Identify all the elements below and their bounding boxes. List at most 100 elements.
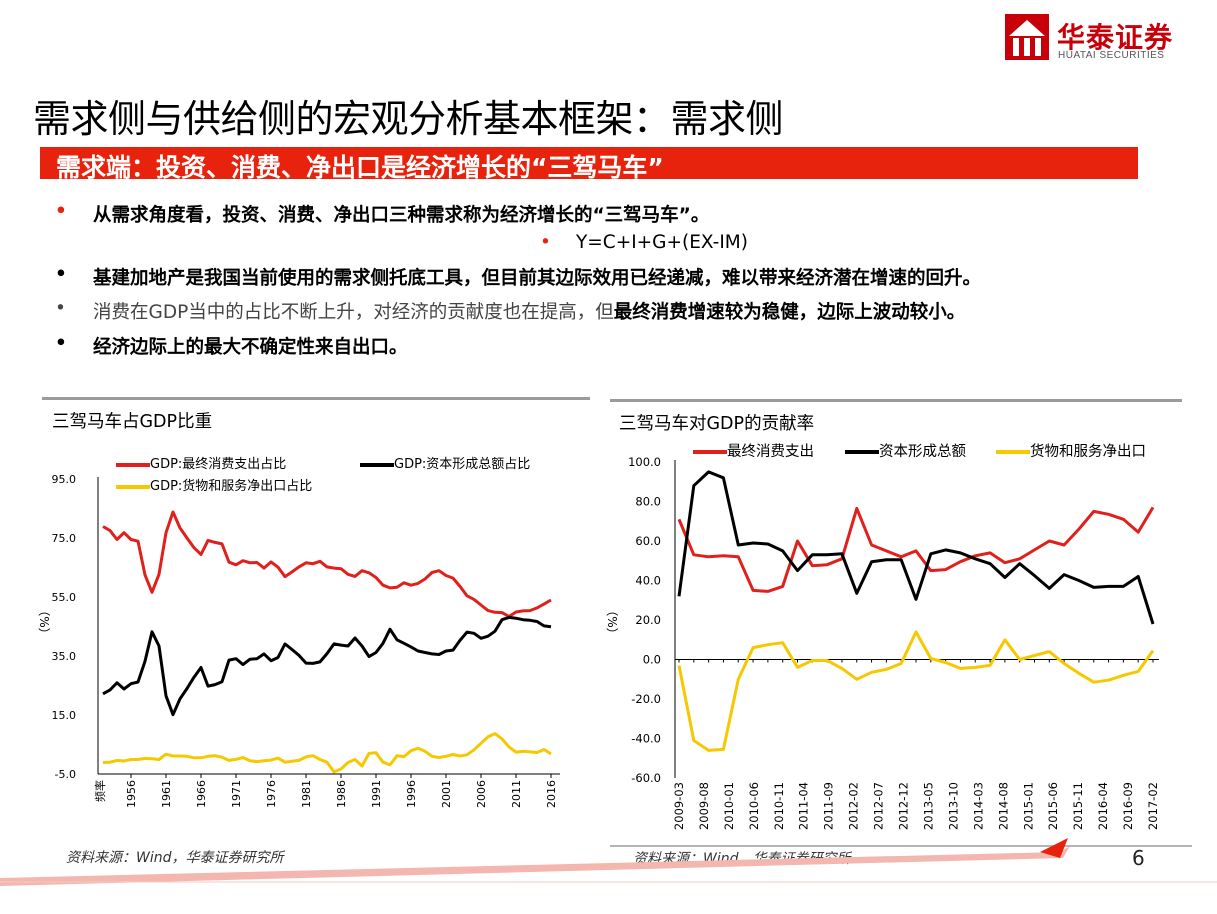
bullet-formula: • Y=C+I+G+(EX-IM) <box>540 232 748 253</box>
right-y-tick-label: 60.0 <box>635 534 661 548</box>
left-x-tick-label: 1966 <box>195 780 208 808</box>
right-x-tick-label: 2012-12 <box>897 782 911 830</box>
bullet-text-bold: 最终消费增速较为稳健，边际上波动较小。 <box>613 302 966 323</box>
left-legend-netexport: GDP:货物和服务净出口占比 <box>116 475 312 494</box>
right-series-line-1 <box>677 470 1155 625</box>
page-title: 需求侧与供给侧的宏观分析基本框架：需求侧 <box>33 97 784 141</box>
right-legend-capital: 资本形成总额 <box>845 440 966 461</box>
left-y-tick-label: 15.0 <box>52 709 77 722</box>
bullet-dot-icon: • <box>55 201 67 222</box>
bullet-export: • 经济边际上的最大不确定性来自出口。 <box>55 333 408 359</box>
section-banner-text: 需求端：投资、消费、净出口是经济增长的“三驾马车” <box>56 153 664 182</box>
left-y-axis-label: （%） <box>37 604 51 639</box>
left-x-tick-label: 1996 <box>405 780 418 808</box>
page-number: 6 <box>1132 846 1145 870</box>
left-chart-title: 三驾马车占GDP比重 <box>52 412 213 432</box>
left-x-tick-label: 2001 <box>440 780 453 808</box>
left-legend-capital: GDP:资本形成总额占比 <box>360 453 530 472</box>
logo-english-name: HUATAI SECURITIES <box>1058 50 1165 61</box>
right-legend-consumption: 最终消费支出 <box>693 440 814 461</box>
left-series-line-0 <box>102 510 552 618</box>
legend-red-line-icon <box>693 450 727 454</box>
bullet-text: 基建加地产是我国当前使用的需求侧托底工具，但目前其边际效用已经递减，难以带来经济… <box>93 268 982 289</box>
bullet-dot-icon: • <box>540 232 551 253</box>
legend-label: 货物和服务净出口 <box>1030 444 1146 460</box>
left-y-tick-label: -5.0 <box>55 768 76 781</box>
right-x-tick-label: 2013-05 <box>921 782 935 830</box>
footer-arrow-icon <box>1040 838 1068 858</box>
right-x-tick-label: 2010-01 <box>722 782 736 830</box>
huatai-logo: 华泰证券 HUATAI SECURITIES <box>1005 14 1195 64</box>
right-x-tick-label: 2014-03 <box>971 782 985 830</box>
right-series-line-0 <box>677 506 1155 593</box>
right-y-tick-label: 100.0 <box>628 455 661 469</box>
left-y-tick-label: 75.0 <box>52 532 77 545</box>
logo-chinese-name: 华泰证券 <box>1057 21 1174 54</box>
left-x-tick-label: 1986 <box>335 780 348 808</box>
left-series-line-2 <box>102 732 552 774</box>
footer-swoosh <box>0 846 1070 886</box>
bullet-dot-icon: • <box>55 264 67 285</box>
bullet-text: 经济边际上的最大不确定性来自出口。 <box>93 337 408 358</box>
right-y-tick-label: -20.0 <box>631 692 661 706</box>
legend-black-line-icon <box>360 462 394 467</box>
bullet-dot-icon: • <box>55 333 67 354</box>
left-y-tick-label: 35.0 <box>52 650 77 663</box>
left-x-tick-label: 1976 <box>265 780 278 808</box>
bullet-infrastructure: • 基建加地产是我国当前使用的需求侧托底工具，但目前其边际效用已经递减，难以带来… <box>55 264 982 290</box>
huatai-logo-icon <box>1005 14 1049 60</box>
right-x-tick-label: 2017-02 <box>1146 782 1160 830</box>
left-source: 资料来源：Wind，华泰证券研究所 <box>66 850 284 866</box>
bullet-consumption: • 消费在GDP当中的占比不断上升，对经济的贡献度也在提高，但最终消费增速较为稳… <box>55 298 966 324</box>
left-chart-top-border <box>42 397 590 400</box>
left-x-tick-label: 2011 <box>510 780 523 808</box>
right-x-tick-label: 2012-07 <box>872 782 886 830</box>
right-x-tick-label: 2015-01 <box>1021 782 1035 830</box>
right-y-tick-label: 80.0 <box>635 495 661 509</box>
left-x-first-label: 频率 <box>93 780 107 802</box>
bullet-dot-icon: • <box>55 298 66 319</box>
right-y-tick-label: 20.0 <box>635 613 661 627</box>
right-y-tick-label: 40.0 <box>635 574 661 588</box>
legend-black-line-icon <box>845 450 879 454</box>
right-y-tick-label: -40.0 <box>631 732 661 746</box>
right-x-tick-label: 2011-09 <box>822 782 836 830</box>
right-x-tick-label: 2011-04 <box>797 782 811 830</box>
right-legend-netexport: 货物和服务净出口 <box>996 440 1146 461</box>
legend-label: GDP:最终消费支出占比 <box>150 457 287 472</box>
left-y-tick-label: 55.0 <box>52 591 77 604</box>
right-y-tick-label: 0.0 <box>643 653 661 667</box>
right-x-tick-label: 2016-04 <box>1096 782 1110 830</box>
legend-label: 资本形成总额 <box>879 444 966 460</box>
left-x-tick-label: 1991 <box>370 780 383 808</box>
legend-label: 最终消费支出 <box>727 444 814 460</box>
bullet-text-plain: 消费在GDP当中的占比不断上升，对经济的贡献度也在提高，但 <box>93 302 614 323</box>
right-chart-top-border <box>610 399 1182 402</box>
right-x-tick-label: 2009-03 <box>672 782 686 830</box>
formula-text: Y=C+I+G+(EX-IM) <box>576 232 748 253</box>
bullet-text: 从需求角度看，投资、消费、净出口三种需求称为经济增长的“三驾马车”。 <box>93 205 710 226</box>
right-x-tick-label: 2012-02 <box>847 782 861 830</box>
right-x-tick-label: 2014-08 <box>996 782 1010 830</box>
left-x-tick-label: 2016 <box>545 780 558 808</box>
left-x-tick-label: 1971 <box>230 780 243 808</box>
right-x-tick-label: 2016-09 <box>1121 782 1135 830</box>
right-x-tick-label: 2010-11 <box>772 782 786 830</box>
bullet-three-carriages: • 从需求角度看，投资、消费、净出口三种需求称为经济增长的“三驾马车”。 <box>55 201 710 227</box>
right-chart-title: 三驾马车对GDP的贡献率 <box>619 414 815 434</box>
legend-red-line-icon <box>116 462 150 467</box>
left-x-tick-label: 1981 <box>300 780 313 808</box>
left-x-tick-label: 1956 <box>125 780 138 808</box>
left-y-tick-label: 95.0 <box>52 473 77 486</box>
right-x-tick-label: 2015-06 <box>1046 782 1060 830</box>
right-y-axis-label: （%） <box>605 604 619 639</box>
legend-yellow-line-icon <box>996 450 1030 454</box>
right-y-tick-label: -60.0 <box>631 771 661 785</box>
section-banner: 需求端：投资、消费、净出口是经济增长的“三驾马车” <box>40 147 1138 182</box>
legend-label: GDP:资本形成总额占比 <box>394 457 531 472</box>
right-x-tick-label: 2013-10 <box>946 782 960 830</box>
legend-label: GDP:货物和服务净出口占比 <box>150 479 313 494</box>
